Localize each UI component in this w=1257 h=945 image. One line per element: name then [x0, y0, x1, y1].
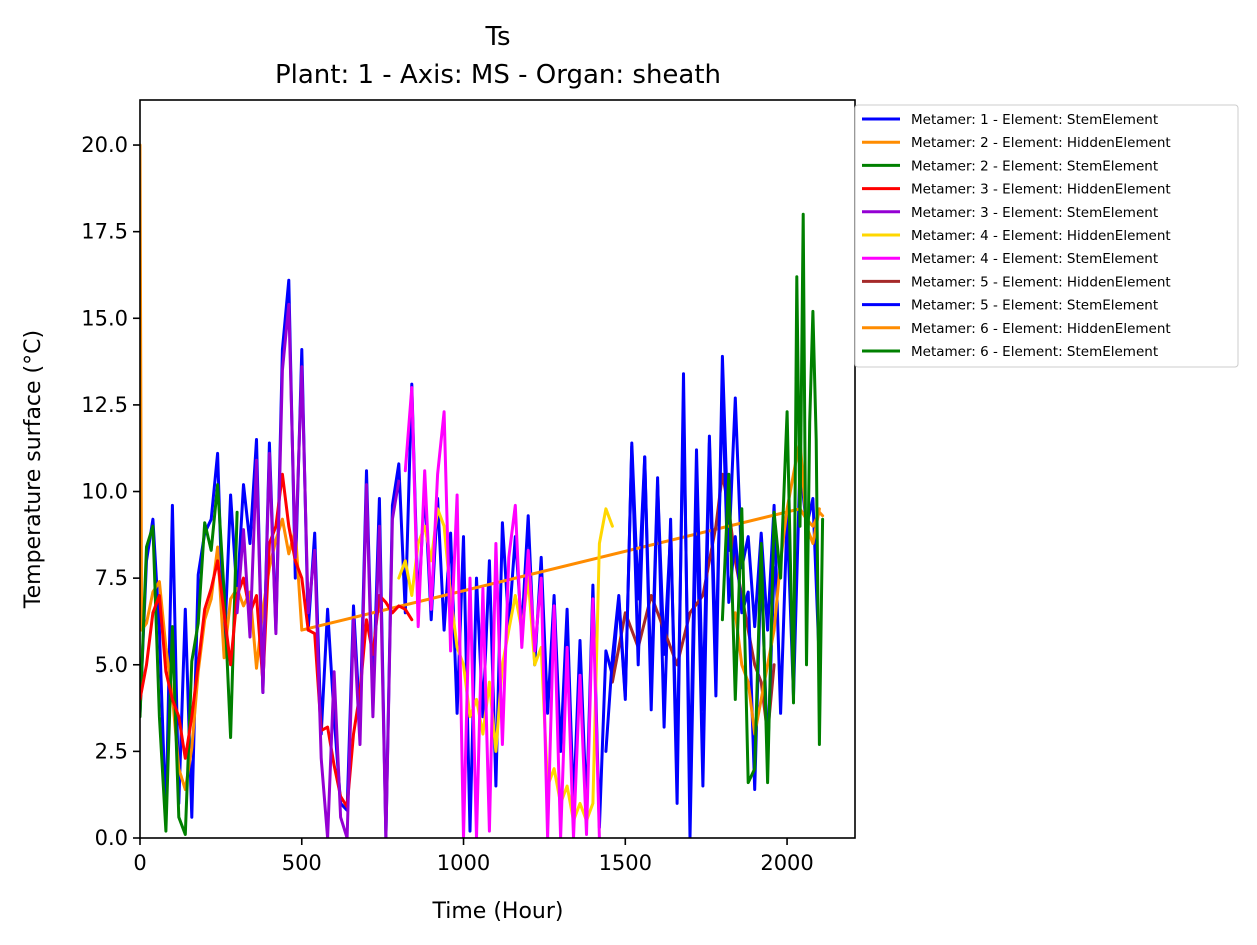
series-line-11: [720, 212, 825, 785]
legend-entry: Metamer: 1 - Element: StemElement: [911, 112, 1158, 128]
legend-entry: Metamer: 3 - Element: StemElement: [911, 205, 1158, 221]
y-tick-label: 17.5: [81, 220, 128, 244]
x-tick-label: 1000: [437, 851, 490, 875]
legend-entry: Metamer: 6 - Element: HiddenElement: [911, 321, 1171, 337]
y-tick-label: 10.0: [81, 480, 128, 504]
legend: Metamer: 1 - Element: StemElement Metamer…: [854, 104, 1239, 368]
plot-frame: [139, 99, 856, 839]
legend-entry: Metamer: 5 - Element: StemElement: [911, 298, 1158, 314]
x-tick-label: 1500: [599, 851, 652, 875]
y-tick-label: 0.0: [95, 826, 128, 850]
y-tick-label: 7.5: [95, 566, 128, 590]
y-tick-label: 5.0: [95, 653, 128, 677]
x-tick-label: 0: [133, 851, 146, 875]
legend-entry: Metamer: 2 - Element: HiddenElement: [911, 135, 1171, 151]
y-tick-label: 20.0: [81, 133, 128, 157]
y-tick-label: 15.0: [81, 306, 128, 330]
y-tick-label: 12.5: [81, 393, 128, 417]
y-tick-label: 2.5: [95, 739, 128, 763]
legend-entry: Metamer: 4 - Element: StemElement: [911, 251, 1158, 267]
legend-entry: Metamer: 3 - Element: HiddenElement: [911, 182, 1171, 198]
legend-entry: Metamer: 4 - Element: HiddenElement: [911, 228, 1171, 244]
series-line-4: [140, 472, 414, 809]
legend-entry: Metamer: 6 - Element: StemElement: [911, 344, 1158, 360]
legend-entry: Metamer: 2 - Element: StemElement: [911, 158, 1158, 174]
series-line-5: [235, 302, 401, 838]
x-tick-label: 500: [282, 851, 322, 875]
x-axis-label: Time (Hour): [432, 899, 564, 924]
legend-box: [854, 104, 1239, 368]
x-axis: 0 500 1000 1500 2000: [133, 838, 814, 875]
chart-subtitle: Plant: 1 - Axis: MS - Organ: sheath: [275, 60, 721, 90]
series-line-3: [140, 483, 239, 836]
series-layer: [140, 143, 825, 838]
series-line-7: [403, 386, 601, 838]
series-line-9: [604, 386, 776, 791]
x-tick-label: 2000: [760, 851, 813, 875]
legend-items: Metamer: 1 - Element: StemElement Metamer…: [862, 112, 1171, 360]
y-axis: 0.0 2.5 5.0 7.5 10.0 12.5 15.0 17.5 20.0: [81, 133, 140, 850]
legend-entry: Metamer: 5 - Element: HiddenElement: [911, 274, 1171, 290]
y-axis-label: Temperature surface (°C): [21, 330, 46, 609]
chart-title: Ts: [484, 22, 510, 52]
